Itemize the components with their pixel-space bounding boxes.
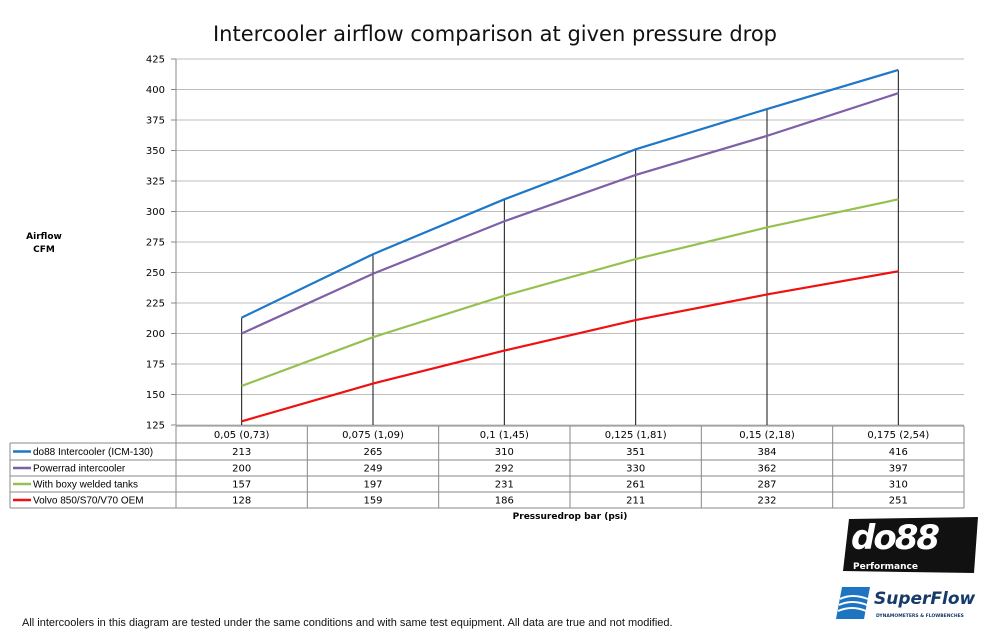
svg-text:SuperFlow: SuperFlow (874, 589, 976, 609)
do88-logo: do88 Performance (843, 517, 978, 573)
data-label: 211 (626, 496, 645, 507)
data-label: 384 (757, 447, 776, 458)
y-tick-label: 200 (146, 329, 165, 340)
data-label: 416 (889, 447, 908, 458)
x-tick-label: 0,05 (0,73) (214, 430, 270, 441)
data-label: 310 (889, 480, 908, 491)
data-label: 330 (626, 464, 645, 475)
data-label: 362 (757, 464, 776, 475)
chart-title: Intercooler airflow comparison at given … (212, 22, 778, 46)
superflow-logo: SuperFlow DYNAMOMETERS & FLOWBENCHES (836, 587, 976, 619)
series-line (241, 92, 899, 335)
data-label: 232 (757, 496, 776, 507)
data-label: 128 (232, 496, 251, 507)
series-line (241, 198, 899, 387)
x-tick-label: 0,075 (1,09) (342, 430, 404, 441)
data-label: 157 (232, 480, 251, 491)
data-label: 310 (495, 447, 514, 458)
y-tick-label: 400 (146, 85, 165, 96)
data-label: 197 (363, 480, 382, 491)
footer-note: All intercoolers in this diagram are tes… (22, 617, 673, 629)
series-line (241, 270, 899, 423)
y-tick-label: 150 (146, 390, 165, 401)
legend-label: Powerrad intercooler (33, 464, 126, 475)
legend-label: Volvo 850/S70/V70 OEM (33, 496, 144, 507)
data-label: 231 (495, 480, 514, 491)
x-tick-label: 0,175 (2,54) (867, 430, 929, 441)
y-tick-label: 425 (146, 55, 165, 66)
x-axis-label: Pressuredrop bar (psi) (512, 512, 628, 522)
svg-text:Performance: Performance (853, 562, 918, 572)
y-tick-label: 325 (146, 177, 165, 188)
y-tick-label: 125 (146, 421, 165, 432)
data-label: 351 (626, 447, 645, 458)
legend-label: With boxy welded tanks (33, 480, 138, 491)
svg-text:do88: do88 (851, 518, 939, 558)
y-axis-label-line2: CFM (33, 245, 55, 255)
y-axis-label: Airflow CFM (20, 231, 68, 257)
x-tick-label: 0,15 (2,18) (739, 430, 795, 441)
y-tick-label: 300 (146, 207, 165, 218)
data-label: 159 (363, 496, 382, 507)
svg-text:DYNAMOMETERS & FLOWBENCHES: DYNAMOMETERS & FLOWBENCHES (876, 613, 964, 619)
data-label: 292 (495, 464, 514, 475)
data-label: 287 (757, 480, 776, 491)
data-label: 397 (889, 464, 908, 475)
y-tick-label: 275 (146, 238, 165, 249)
legend-label: do88 Intercooler (ICM-130) (33, 447, 153, 458)
y-tick-label: 250 (146, 268, 165, 279)
data-label: 251 (889, 496, 908, 507)
y-tick-label: 375 (146, 116, 165, 127)
y-tick-label: 350 (146, 146, 165, 157)
data-label: 186 (495, 496, 514, 507)
y-tick-label: 225 (146, 299, 165, 310)
y-axis-label-line1: Airflow (26, 232, 62, 242)
y-tick-label: 175 (146, 360, 165, 371)
data-label: 265 (363, 447, 382, 458)
x-tick-label: 0,1 (1,45) (480, 430, 529, 441)
series-line (241, 68, 899, 319)
data-label: 249 (363, 464, 382, 475)
x-tick-label: 0,125 (1,81) (605, 430, 667, 441)
data-label: 213 (232, 447, 251, 458)
data-label: 200 (232, 464, 251, 475)
data-label: 261 (626, 480, 645, 491)
